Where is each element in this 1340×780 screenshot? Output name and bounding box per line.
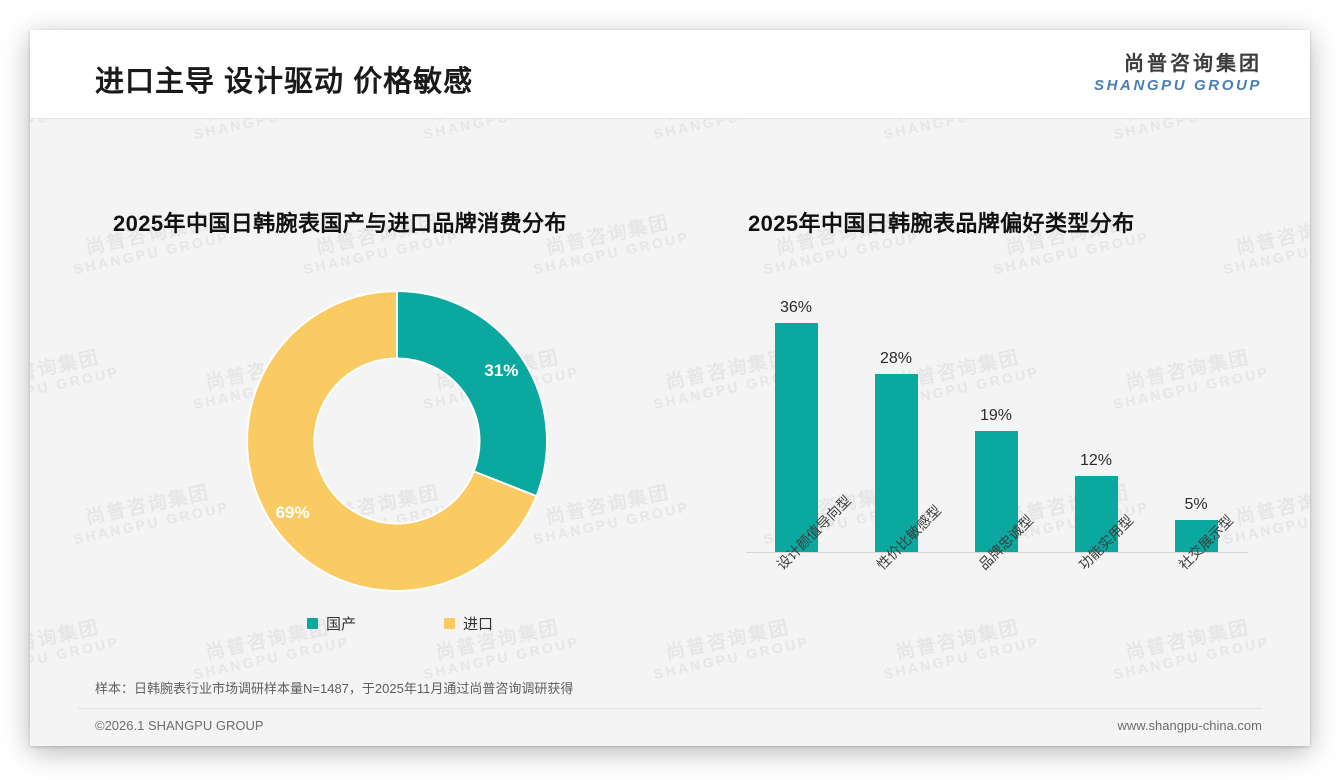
bar-chart-panel: 2025年中国日韩腕表品牌偏好类型分布 36% 28% 19% 12% 5% 设计颜值导… [680,118,1280,708]
bar-rect[interactable] [1074,475,1118,552]
sample-footnote: 样本：日韩腕表行业市场调研样本量N=1487，于2025年11月通过尚普咨询调研… [95,681,574,696]
bar-value-label: 28% [879,349,913,367]
bar-column[interactable]: 28% [846,349,946,552]
donut-slice-label: 69% [276,503,310,522]
bar-rect[interactable] [974,430,1018,552]
bar-chart-x-axis-line [746,552,1248,553]
donut-chart-title: 2025年中国日韩腕表国产与进口品牌消费分布 [113,211,567,236]
bar-value-label: 12% [1079,451,1113,469]
bar-chart: 36% 28% 19% 12% 5% 设计颜值导向型 性价比敏感型 品牌忠诚型 功能实用型 社交… [738,268,1248,573]
bar-column[interactable]: 12% [1046,451,1146,552]
legend-label: 国产 [325,616,356,633]
bar-category-tick: 社交展示型 [1146,512,1246,580]
bar-rect[interactable] [774,322,818,552]
logo-english-text: SHANGPU GROUP [1094,77,1262,94]
footnote-divider [78,708,1262,709]
website-url[interactable]: www.shangpu-china.com [1117,718,1262,733]
bar-column[interactable]: 36% [746,298,846,552]
bar-category-tick: 功能实用型 [1046,512,1146,580]
bar-column[interactable]: 19% [946,407,1046,552]
legend-swatch-icon [306,618,318,629]
donut-chart-svg: 31% 69% [246,289,548,592]
bar-plot-area: 36% 28% 19% 12% 5% [738,268,1248,553]
bar-chart-title: 2025年中国日韩腕表品牌偏好类型分布 [748,211,1135,236]
donut-chart-panel: 2025年中国日韩腕表国产与进口品牌消费分布 31% 69% 国产 进口 [50,118,670,708]
bar-category-tick: 设计颜值导向型 [746,492,854,580]
legend-item-进口[interactable]: 进口 [444,613,493,634]
copyright-text: ©2026.1 SHANGPU GROUP [95,718,264,733]
donut-chart-legend: 国产 进口 [240,613,560,634]
page-title: 进口主导 设计驱动 价格敏感 [95,66,474,98]
company-logo: 尚普咨询集团 SHANGPU GROUP [1094,52,1262,95]
logo-chinese-text: 尚普咨询集团 [1124,53,1262,75]
bar-category-tick: 性价比敏感型 [846,502,946,580]
slide-header: 进口主导 设计驱动 价格敏感 尚普咨询集团 SHANGPU GROUP [30,30,1310,119]
bar-value-label: 36% [779,298,813,316]
donut-slice-label: 31% [484,361,518,380]
legend-item-国产[interactable]: 国产 [306,613,356,634]
donut-slice-国产[interactable] [396,289,548,498]
bar-column[interactable]: 5% [1146,496,1246,552]
bar-value-label: 19% [979,406,1013,424]
bar-value-label: 5% [1184,496,1208,514]
slide-canvas: 尚普咨询集团 SHANGPU GROUP 尚普咨询集团 SHANGPU GROUP 尚普… [30,30,1310,746]
legend-label: 进口 [463,616,494,633]
bar-chart-x-axis-labels: 设计颜值导向型 性价比敏感型 品牌忠诚型 功能实用型 社交展示型 [738,492,1248,680]
slide-content: 2025年中国日韩腕表国产与进口品牌消费分布 31% 69% 国产 进口 2025年… [30,118,1310,708]
donut-chart: 31% 69% [242,286,552,596]
slide-footer: ©2026.1 SHANGPU GROUP www.shangpu-china.… [30,708,1310,746]
bar-rect[interactable] [1174,520,1218,552]
bar-rect[interactable] [874,373,918,552]
legend-swatch-icon [444,618,455,629]
donut-slice-进口[interactable] [246,289,538,592]
bar-category-tick: 品牌忠诚型 [946,512,1046,580]
